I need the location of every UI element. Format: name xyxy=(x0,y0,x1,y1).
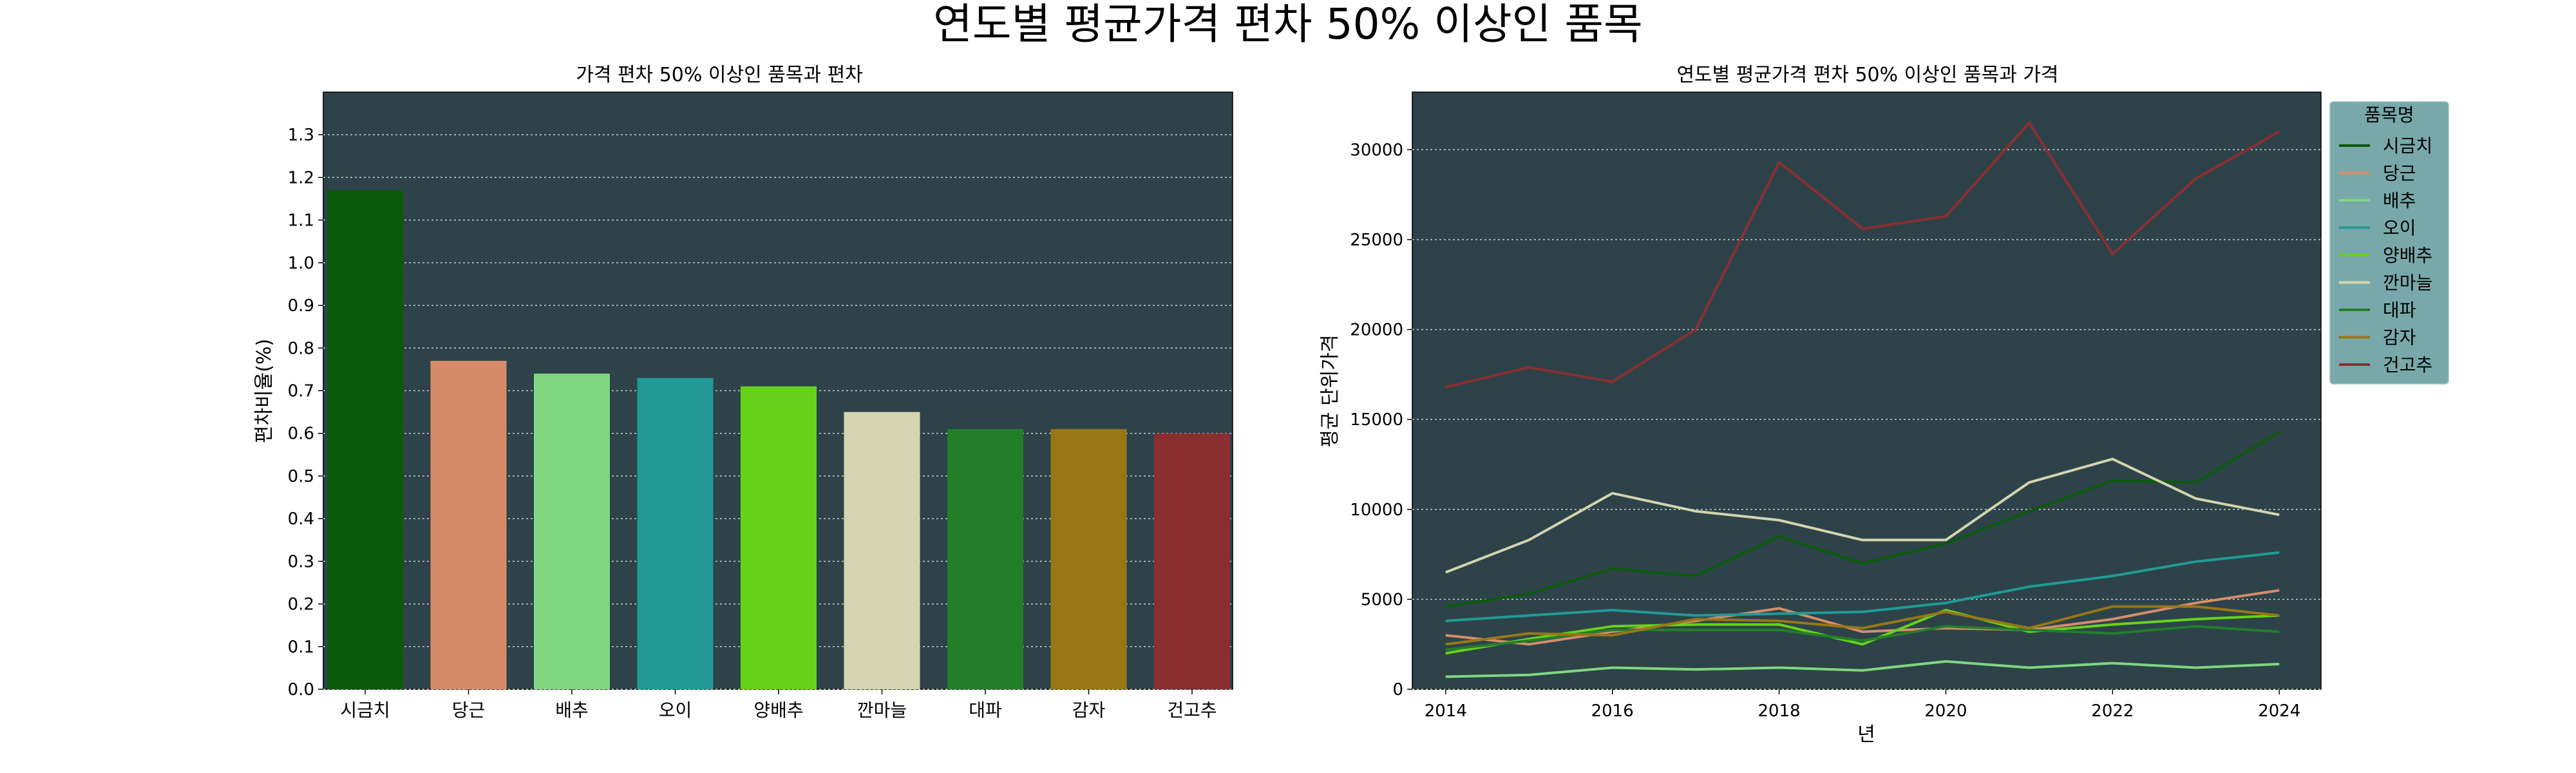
bar-양배추 xyxy=(741,386,817,689)
line-y-tick-label: 20000 xyxy=(1350,321,1403,340)
bar-깐마늘 xyxy=(844,412,920,689)
line-y-tick-label: 0 xyxy=(1392,680,1403,700)
bar-y-tick-label: 1.1 xyxy=(288,211,314,231)
bar-x-tick-label: 대파 xyxy=(969,700,1002,721)
bar-x-tick-label: 감자 xyxy=(1072,700,1106,721)
bar-y-tick-label: 0.1 xyxy=(288,638,314,657)
bar-chart-y-ticks: 0.0 0.1 0.2 0.3 0.4 0.5 0.6 0.7 0.8 0.9 1.0 1.1 1.2 1… xyxy=(288,126,323,700)
bar-chart-title: 가격 편차 50% 이상인 품목과 편차 xyxy=(576,64,863,86)
bar-y-tick-label: 0.6 xyxy=(288,425,314,444)
series-line-깐마늘 xyxy=(1445,457,2280,574)
legend-label-배추: 배추 xyxy=(2383,190,2416,211)
line-chart-title: 연도별 평균가격 편차 50% 이상인 품목과 가격 xyxy=(1676,64,2058,86)
line-x-tick-label: 2020 xyxy=(1924,701,1967,721)
bar-y-tick-label: 1.0 xyxy=(288,254,314,273)
bar-당근 xyxy=(430,361,507,689)
bar-y-tick-label: 0.4 xyxy=(288,510,314,529)
line-chart-lines xyxy=(1445,121,2280,678)
legend-label-대파: 대파 xyxy=(2383,300,2416,321)
line-x-tick-label: 2022 xyxy=(2091,701,2134,721)
line-chart-x-axis-label: 년 xyxy=(1857,723,1875,746)
series-line-건고추 xyxy=(1445,121,2280,388)
line-x-tick-label: 2016 xyxy=(1591,701,1634,721)
bar-x-tick-label: 시금치 xyxy=(340,700,390,721)
bar-y-tick-label: 0.3 xyxy=(288,552,314,571)
bar-x-tick-label: 건고추 xyxy=(1167,700,1217,721)
bar-오이 xyxy=(637,377,714,689)
bar-y-tick-label: 1.3 xyxy=(288,126,314,145)
bar-대파 xyxy=(947,429,1023,689)
figure-title: 연도별 평균가격 편차 50% 이상인 품목 xyxy=(933,0,1643,49)
line-y-tick-label: 25000 xyxy=(1350,231,1403,250)
bar-y-tick-label: 0.5 xyxy=(288,467,314,486)
bar-chart-x-ticks: 시금치 당근 배추 오이 양배추 깐마늘 대파 감자 건고추 xyxy=(340,689,1217,721)
legend-label-감자: 감자 xyxy=(2383,327,2416,348)
bar-chart: 가격 편차 50% 이상인 품목과 편차 0.00.10.20.30.40.50… xyxy=(253,64,1233,721)
bar-y-tick-label: 1.2 xyxy=(288,168,314,187)
bar-y-tick-label: 0.9 xyxy=(288,296,314,316)
line-y-tick-label: 5000 xyxy=(1361,590,1403,609)
line-chart-y-ticks: 0 5000 10000 15000 20000 25000 30000 xyxy=(1350,140,1412,700)
bar-x-tick-label: 양배추 xyxy=(753,700,803,721)
bar-y-tick-label: 0.0 xyxy=(288,680,314,700)
bar-y-tick-label: 0.7 xyxy=(288,382,314,401)
bar-x-tick-label: 깐마늘 xyxy=(857,700,907,721)
legend-label-깐마늘: 깐마늘 xyxy=(2383,272,2432,294)
legend-label-당근: 당근 xyxy=(2383,163,2416,184)
line-chart-plot-area xyxy=(1412,91,2322,690)
series-line-오이 xyxy=(1445,551,2280,622)
line-y-tick-label: 10000 xyxy=(1350,501,1403,520)
bar-y-tick-label: 0.8 xyxy=(288,339,314,358)
legend-label-양배추: 양배추 xyxy=(2383,245,2432,266)
legend-title: 품목명 xyxy=(2364,104,2414,126)
series-line-양배추 xyxy=(1445,609,2280,655)
bar-y-tick-label: 0.2 xyxy=(288,595,314,615)
legend-label-오이: 오이 xyxy=(2383,218,2416,239)
line-y-tick-label: 30000 xyxy=(1350,140,1403,160)
bar-시금치 xyxy=(327,190,403,689)
series-line-시금치 xyxy=(1445,430,2280,608)
line-x-tick-label: 2014 xyxy=(1425,701,1467,721)
bar-x-tick-label: 오이 xyxy=(659,700,692,721)
legend-label-건고추: 건고추 xyxy=(2383,354,2432,376)
bar-감자 xyxy=(1050,429,1127,689)
line-chart: 연도별 평균가격 편차 50% 이상인 품목과 가격 0 5000 10000 150… xyxy=(1319,64,2449,746)
bar-chart-bars xyxy=(327,190,1230,689)
line-x-tick-label: 2024 xyxy=(2258,701,2300,721)
bar-x-tick-label: 배추 xyxy=(555,700,589,721)
bar-배추 xyxy=(534,374,610,689)
bar-chart-y-axis-label: 편차비율(%) xyxy=(253,339,276,443)
line-y-tick-label: 15000 xyxy=(1350,410,1403,430)
bar-x-tick-label: 당근 xyxy=(452,700,486,721)
series-line-배추 xyxy=(1445,660,2280,678)
legend-label-시금치: 시금치 xyxy=(2383,135,2432,157)
line-chart-y-axis-label: 평균 단위가격 xyxy=(1319,334,1341,447)
series-line-감자 xyxy=(1445,605,2280,646)
line-chart-x-ticks: 2014 2016 2018 2020 2022 2024 xyxy=(1425,689,2300,721)
bar-건고추 xyxy=(1154,433,1230,689)
line-x-tick-label: 2018 xyxy=(1757,701,1800,721)
